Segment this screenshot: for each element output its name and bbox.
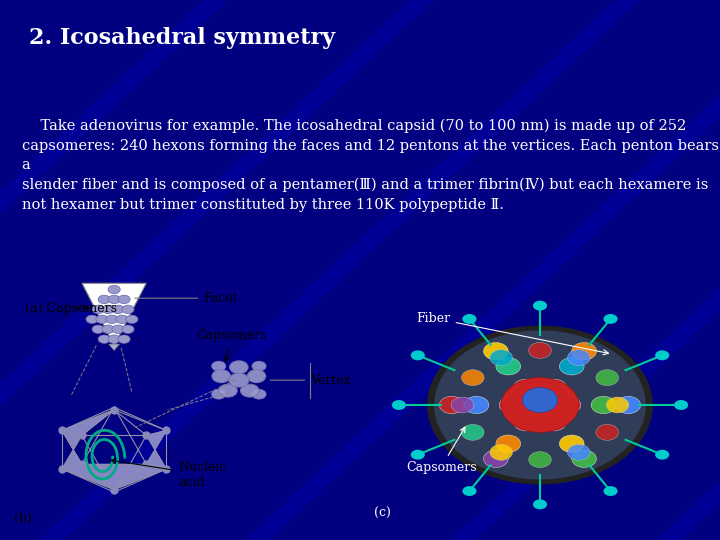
Circle shape [500,396,524,414]
Circle shape [126,315,138,323]
Text: Fiber: Fiber [416,312,608,355]
Circle shape [490,350,513,366]
Circle shape [451,397,474,413]
Polygon shape [62,410,166,490]
Text: Capsomers: Capsomers [406,427,477,474]
Circle shape [528,451,552,468]
Circle shape [567,444,590,460]
Text: Take adenovirus for example. The icosahedral capsid (70 to 100 nm) is made up of: Take adenovirus for example. The icosahe… [22,119,719,212]
Circle shape [596,370,618,386]
Circle shape [439,396,464,414]
Circle shape [528,342,552,359]
Circle shape [533,500,547,509]
Circle shape [427,326,653,484]
Circle shape [92,325,104,334]
Circle shape [252,389,266,399]
Circle shape [559,357,584,375]
Circle shape [603,314,618,324]
Text: (a) Capsomers: (a) Capsomers [25,302,117,315]
Circle shape [92,305,104,314]
Text: Nucleic
acid: Nucleic acid [111,458,227,489]
Circle shape [513,414,539,431]
Circle shape [122,325,134,334]
Circle shape [655,450,670,460]
Circle shape [484,342,508,360]
Circle shape [541,379,567,396]
Circle shape [567,350,590,366]
Circle shape [230,361,248,374]
Circle shape [252,361,266,371]
Circle shape [118,335,130,343]
Circle shape [572,342,596,360]
Text: (c): (c) [374,507,391,520]
Circle shape [603,486,618,496]
Text: 2. Icosahedral symmetry: 2. Icosahedral symmetry [29,27,335,49]
Circle shape [490,444,513,460]
Circle shape [116,315,128,323]
Circle shape [462,424,484,440]
Circle shape [556,396,580,414]
Text: (b): (b) [14,512,32,525]
Circle shape [98,335,110,343]
Circle shape [86,315,98,323]
Circle shape [240,384,259,397]
Polygon shape [109,344,120,350]
Circle shape [108,295,120,303]
Circle shape [219,384,237,397]
Circle shape [410,350,425,360]
Circle shape [98,295,110,303]
Circle shape [523,388,557,413]
Circle shape [462,486,477,496]
Circle shape [484,450,508,468]
Circle shape [616,396,641,414]
Circle shape [674,400,688,410]
Circle shape [513,379,539,396]
Text: Facet: Facet [135,292,238,305]
Circle shape [112,325,124,334]
Circle shape [229,373,249,387]
Circle shape [606,397,629,413]
Circle shape [212,389,226,399]
Circle shape [122,305,134,314]
Circle shape [541,414,567,431]
Circle shape [496,435,521,453]
Circle shape [533,301,547,310]
Circle shape [106,315,118,323]
Circle shape [572,450,596,468]
Polygon shape [82,284,146,346]
Circle shape [102,305,114,314]
Circle shape [501,377,579,433]
Circle shape [96,315,108,323]
Circle shape [462,370,484,386]
Circle shape [212,361,226,371]
Text: Capsomers: Capsomers [196,329,266,361]
Circle shape [118,295,130,303]
Circle shape [462,314,477,324]
Circle shape [212,370,230,383]
Circle shape [102,325,114,334]
Circle shape [464,396,489,414]
Circle shape [596,424,618,440]
Circle shape [112,305,124,314]
Circle shape [434,330,646,480]
Circle shape [496,357,521,375]
Circle shape [655,350,670,360]
Circle shape [108,335,120,343]
Circle shape [591,396,616,414]
Circle shape [559,435,584,453]
Text: Vertex: Vertex [270,374,351,387]
Circle shape [247,370,266,383]
Circle shape [108,285,120,294]
Circle shape [392,400,406,410]
Circle shape [410,450,425,460]
